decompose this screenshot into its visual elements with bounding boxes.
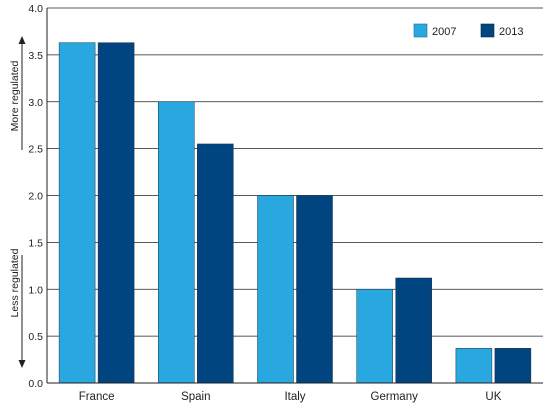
bar-germany-2013	[395, 277, 432, 384]
bar-italy-2013	[296, 195, 333, 384]
y-tick-label: 3.0	[28, 97, 43, 109]
x-axis-categories: France Spain Italy Germany UK	[79, 391, 502, 403]
bar-spain-2007	[158, 101, 195, 384]
y-tick-label: 0.5	[28, 331, 43, 343]
x-category-label: UK	[485, 391, 501, 403]
bar-italy-2007	[257, 195, 294, 384]
bar-uk-2007	[455, 348, 493, 384]
y-tick-label: 2.5	[28, 144, 43, 156]
y-tick-label: 1.5	[28, 237, 43, 249]
less-regulated-label: Less regulated	[9, 248, 21, 317]
bar-germany-2007	[356, 289, 393, 384]
annotation-more-regulated: More regulated	[9, 36, 26, 150]
up-arrow-icon	[18, 36, 26, 44]
legend: 2007 2013	[413, 23, 523, 38]
y-tick-label: 1.0	[28, 284, 43, 296]
x-category-label: Spain	[181, 391, 210, 403]
legend-label-2013: 2013	[499, 26, 523, 38]
x-category-label: France	[79, 391, 115, 403]
down-arrow-icon	[18, 360, 26, 368]
x-category-label: Italy	[284, 391, 305, 403]
legend-label-2007: 2007	[432, 26, 456, 38]
bar-france-2007	[58, 42, 96, 384]
legend-swatch-2013	[480, 23, 495, 38]
legend-swatch-2007	[413, 23, 428, 38]
y-tick-label: 3.5	[28, 50, 43, 62]
bar-uk-2013	[494, 348, 532, 384]
more-regulated-label: More regulated	[9, 61, 21, 132]
bars	[58, 42, 532, 384]
bar-spain-2013	[197, 143, 234, 384]
bar-france-2013	[97, 42, 135, 384]
y-tick-label: 0.0	[28, 378, 43, 390]
annotation-less-regulated: Less regulated	[9, 248, 26, 368]
x-category-label: Germany	[371, 391, 419, 403]
y-tick-label: 4.0	[28, 3, 43, 15]
y-axis-ticks: 0.0 0.5 1.0 1.5 2.0 2.5 3.0 3.5 4.0	[28, 3, 43, 390]
y-tick-label: 2.0	[28, 191, 43, 203]
